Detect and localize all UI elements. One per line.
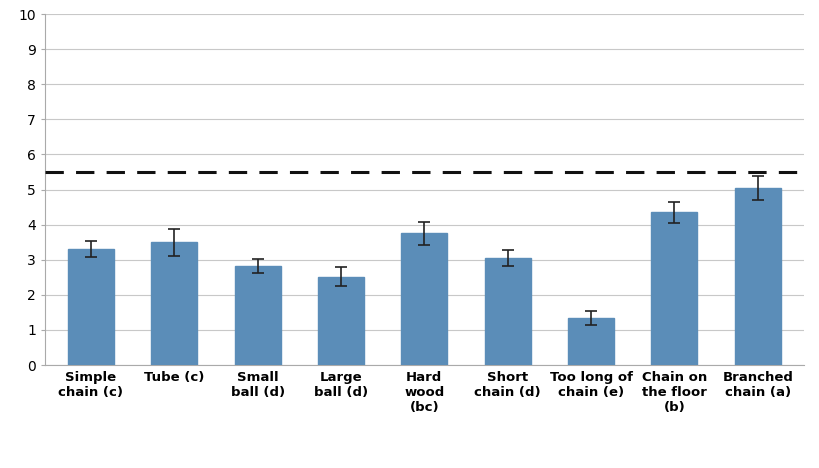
Bar <box>650 212 696 365</box>
Bar <box>318 277 364 365</box>
Bar <box>68 249 114 365</box>
Bar <box>401 234 446 365</box>
Bar <box>152 242 197 365</box>
Bar <box>568 318 613 365</box>
Bar <box>234 266 280 365</box>
Bar <box>484 258 530 365</box>
Bar <box>734 188 780 365</box>
